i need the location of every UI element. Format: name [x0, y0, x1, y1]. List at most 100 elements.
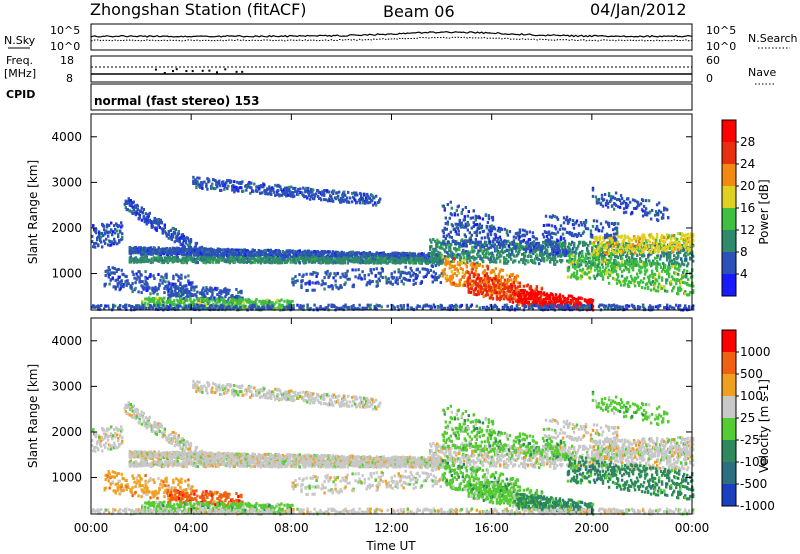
range-cell [249, 256, 252, 260]
range-cell [213, 296, 216, 300]
range-cell [170, 287, 173, 290]
range-cell [126, 208, 129, 212]
range-cell [103, 239, 106, 243]
range-cell [284, 186, 287, 190]
range-cell [118, 239, 121, 242]
range-cell [212, 302, 215, 306]
range-cell [391, 282, 394, 286]
range-cell [173, 299, 176, 303]
range-cell [614, 258, 617, 262]
range-cell [341, 254, 344, 258]
range-cell [224, 287, 227, 291]
range-cell [98, 235, 101, 238]
range-cell [461, 250, 464, 254]
range-cell [148, 258, 151, 262]
range-cell [95, 231, 98, 235]
range-cell [181, 285, 184, 289]
range-cell [294, 186, 297, 190]
range-cell [193, 285, 196, 289]
range-cell [457, 253, 460, 257]
range-cell [311, 193, 314, 197]
range-cell [306, 281, 309, 285]
range-cell [279, 185, 282, 189]
range-cell [431, 260, 434, 264]
range-cell [367, 194, 370, 198]
range-cell [443, 239, 446, 243]
range-cell [195, 285, 198, 289]
range-cell [195, 186, 198, 189]
range-cell [539, 253, 542, 257]
range-cell [231, 303, 234, 306]
range-cell [436, 243, 439, 247]
range-cell [514, 259, 517, 263]
range-cell [232, 187, 235, 191]
range-cell [304, 282, 307, 285]
range-cell [622, 244, 625, 248]
range-cell [182, 235, 186, 238]
range-cell [481, 250, 484, 254]
range-cell [511, 251, 514, 255]
range-cell [250, 186, 253, 190]
range-cell [142, 208, 145, 211]
range-cell [177, 232, 180, 236]
range-cell [124, 206, 127, 209]
range-cell [206, 297, 209, 301]
range-cell [244, 253, 247, 257]
range-cell [290, 194, 293, 198]
range-cell [543, 259, 546, 263]
range-cell [152, 274, 155, 278]
range-cell [455, 240, 458, 244]
range-cell [414, 281, 417, 285]
range-cell [218, 179, 221, 183]
range-cell [157, 273, 160, 276]
range-cell [420, 280, 423, 284]
range-cell [532, 250, 535, 254]
range-cell [230, 305, 233, 309]
range-cell [626, 254, 629, 257]
range-cell [602, 251, 605, 255]
range-cell [337, 194, 340, 198]
freq-marker [163, 71, 166, 74]
range-cell [391, 253, 394, 257]
range-cell [239, 300, 242, 304]
range-cell [229, 252, 232, 256]
range-cell [242, 189, 245, 193]
range-cell [193, 298, 196, 302]
range-cell [158, 226, 161, 229]
range-cell [599, 251, 602, 255]
range-cell [547, 245, 550, 249]
range-cell [392, 276, 395, 279]
range-cell [663, 254, 666, 258]
range-cell [452, 260, 455, 263]
range-cell [478, 249, 481, 253]
range-cell [174, 282, 177, 286]
range-cell [206, 187, 209, 191]
range-cell [144, 279, 147, 283]
range-cell [119, 283, 122, 287]
range-cell [171, 235, 174, 239]
range-cell [187, 279, 190, 283]
range-cell [360, 192, 363, 196]
range-cell [312, 271, 315, 274]
range-cell [431, 252, 434, 256]
range-cell [361, 259, 364, 263]
range-cell [310, 187, 313, 191]
range-cell [375, 267, 378, 271]
range-cell [270, 189, 273, 193]
range-cell [278, 193, 281, 197]
range-cell [168, 255, 171, 259]
range-cell [652, 259, 655, 263]
range-cell [274, 194, 277, 197]
range-cell [273, 302, 276, 306]
range-cell [338, 286, 341, 289]
range-cell [415, 276, 418, 280]
range-cell [233, 250, 236, 254]
range-cell [502, 251, 505, 255]
range-cell [435, 261, 438, 265]
range-cell [440, 272, 443, 276]
range-cell [173, 231, 176, 235]
range-cell [612, 243, 615, 247]
range-cell [172, 277, 175, 281]
range-cell [432, 256, 435, 260]
range-cell [468, 276, 471, 280]
